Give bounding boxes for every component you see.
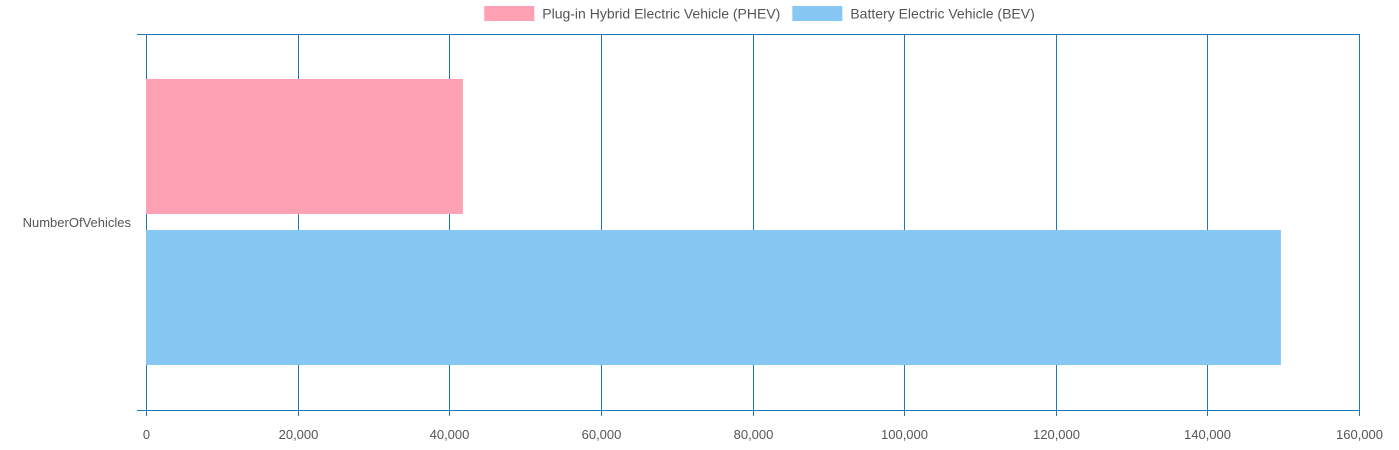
- legend-swatch: [484, 6, 535, 21]
- x-tick-label: 140,000: [1184, 427, 1231, 442]
- x-tick-label: 120,000: [1033, 427, 1080, 442]
- bar-phev[interactable]: [146, 79, 463, 214]
- x-tick-label: 0: [143, 427, 150, 442]
- x-tick-label: 60,000: [582, 427, 622, 442]
- x-tick-label: 40,000: [430, 427, 470, 442]
- legend: Plug-in Hybrid Electric Vehicle (PHEV) Ba…: [484, 6, 1035, 22]
- legend-swatch: [792, 6, 843, 21]
- x-tick-label: 160,000: [1336, 427, 1383, 442]
- y-category-label: NumberOfVehicles: [23, 215, 132, 230]
- bars: [146, 79, 1281, 365]
- x-tick-label: 100,000: [881, 427, 928, 442]
- axes: [137, 34, 1360, 416]
- y-category-labels: NumberOfVehicles: [23, 215, 132, 230]
- legend-label: Plug-in Hybrid Electric Vehicle (PHEV): [542, 6, 780, 22]
- x-tick-label: 20,000: [279, 427, 319, 442]
- legend-item-bev[interactable]: Battery Electric Vehicle (BEV): [792, 6, 1035, 22]
- legend-item-phev[interactable]: Plug-in Hybrid Electric Vehicle (PHEV): [484, 6, 780, 22]
- bar-bev[interactable]: [146, 230, 1281, 365]
- x-tick-label: 80,000: [734, 427, 774, 442]
- x-tick-labels: 0 20,000 40,000 60,000 80,000 100,000 120,000 1…: [143, 427, 1383, 442]
- legend-label: Battery Electric Vehicle (BEV): [850, 6, 1034, 22]
